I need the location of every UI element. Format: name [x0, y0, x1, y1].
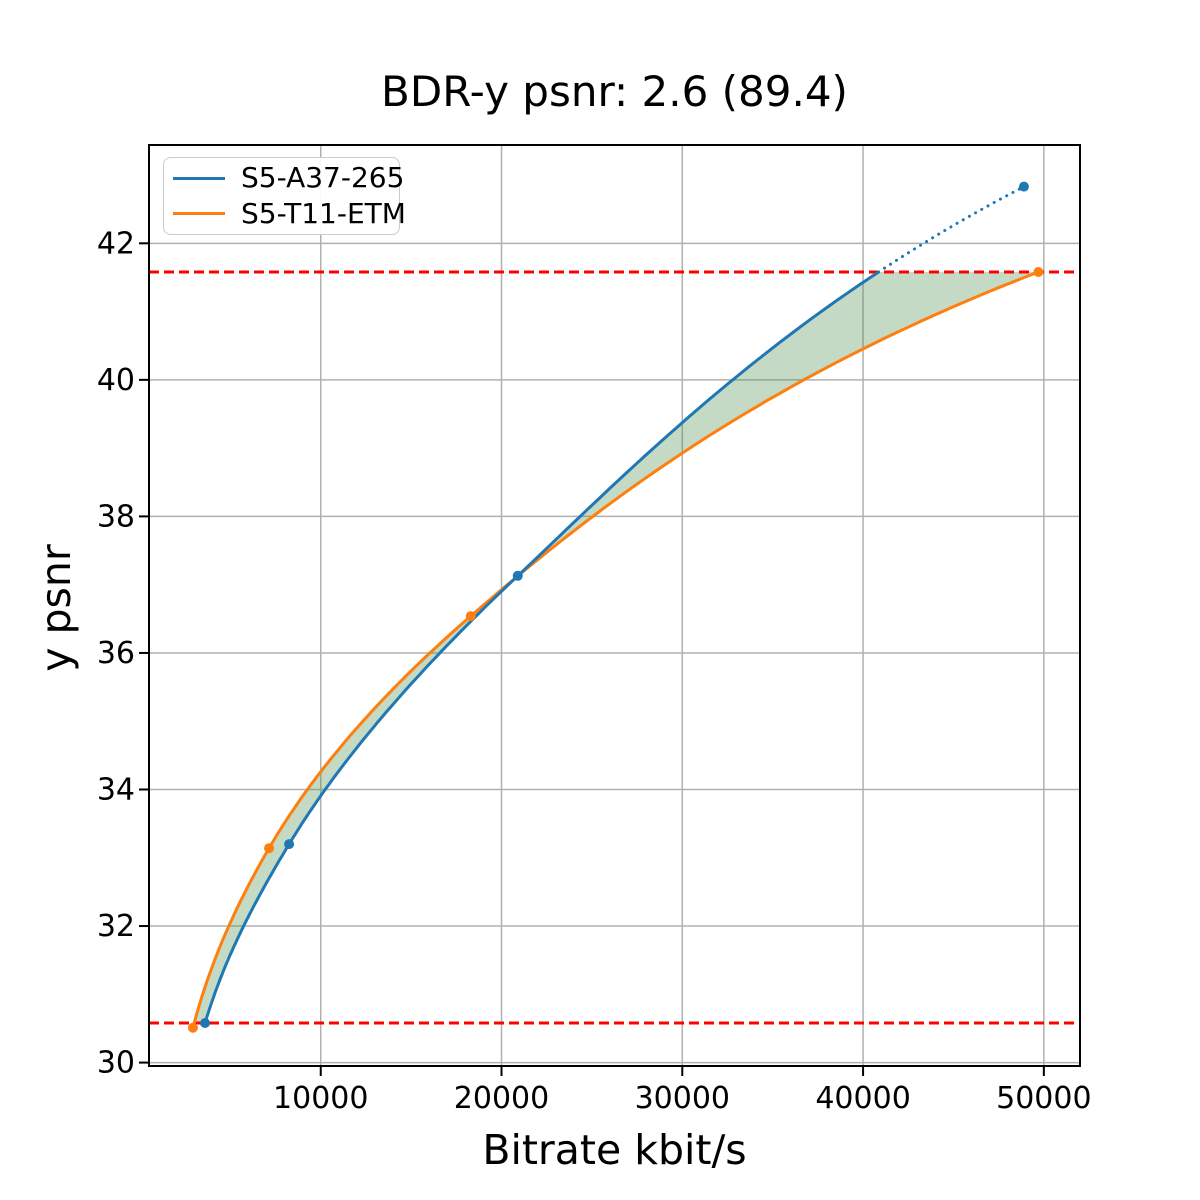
x-tick-label: 40000 [815, 1081, 910, 1116]
legend-label-series-2: S5-T11-ETM [241, 196, 406, 230]
data-point-marker [187, 1022, 198, 1033]
data-point-marker [465, 611, 476, 622]
y-tick-label: 32 [97, 909, 135, 944]
legend-label-series-1: S5-A37-265 [241, 161, 405, 195]
legend: S5-A37-265 S5-T11-ETM [163, 157, 406, 235]
x-tick-label: 30000 [635, 1081, 730, 1116]
data-point-marker [1033, 266, 1044, 277]
data-point-marker [512, 570, 523, 581]
x-tick-label: 50000 [996, 1081, 1091, 1116]
y-tick-label: 36 [97, 636, 135, 671]
data-point-marker [284, 839, 295, 850]
data-point-marker [200, 1017, 211, 1028]
y-tick-label: 42 [97, 226, 135, 261]
series-line-blue [203, 270, 880, 1024]
tick-marks [139, 242, 1045, 1076]
series-line-orange [191, 270, 1039, 1029]
legend-item-series-2: S5-T11-ETM [173, 197, 406, 231]
y-tick-label: 40 [97, 363, 135, 398]
y-tick-label: 30 [97, 1046, 135, 1081]
y-tick-label: 34 [97, 772, 135, 807]
y-tick-label: 38 [97, 499, 135, 534]
data-point-marker [1018, 181, 1029, 192]
legend-line-swatch-blue [173, 176, 225, 181]
x-tick-label: 20000 [454, 1081, 549, 1116]
gridlines [149, 145, 1080, 1066]
plot-border [148, 144, 1081, 1067]
legend-item-series-1: S5-A37-265 [173, 161, 404, 195]
y-axis-label: y psnr [32, 544, 80, 672]
data-point-marker [264, 843, 275, 854]
chart-title: BDR-y psnr: 2.6 (89.4) [381, 67, 848, 116]
x-tick-label: 10000 [273, 1081, 368, 1116]
tick-labels: 10000 20000 30000 40000 50000 30 32 34 36 38 40 42 [97, 226, 1092, 1116]
series-line-blue-dotted-extension [877, 185, 1026, 274]
legend-line-swatch-orange [173, 211, 225, 216]
x-axis-label: Bitrate kbit/s [482, 1126, 747, 1174]
